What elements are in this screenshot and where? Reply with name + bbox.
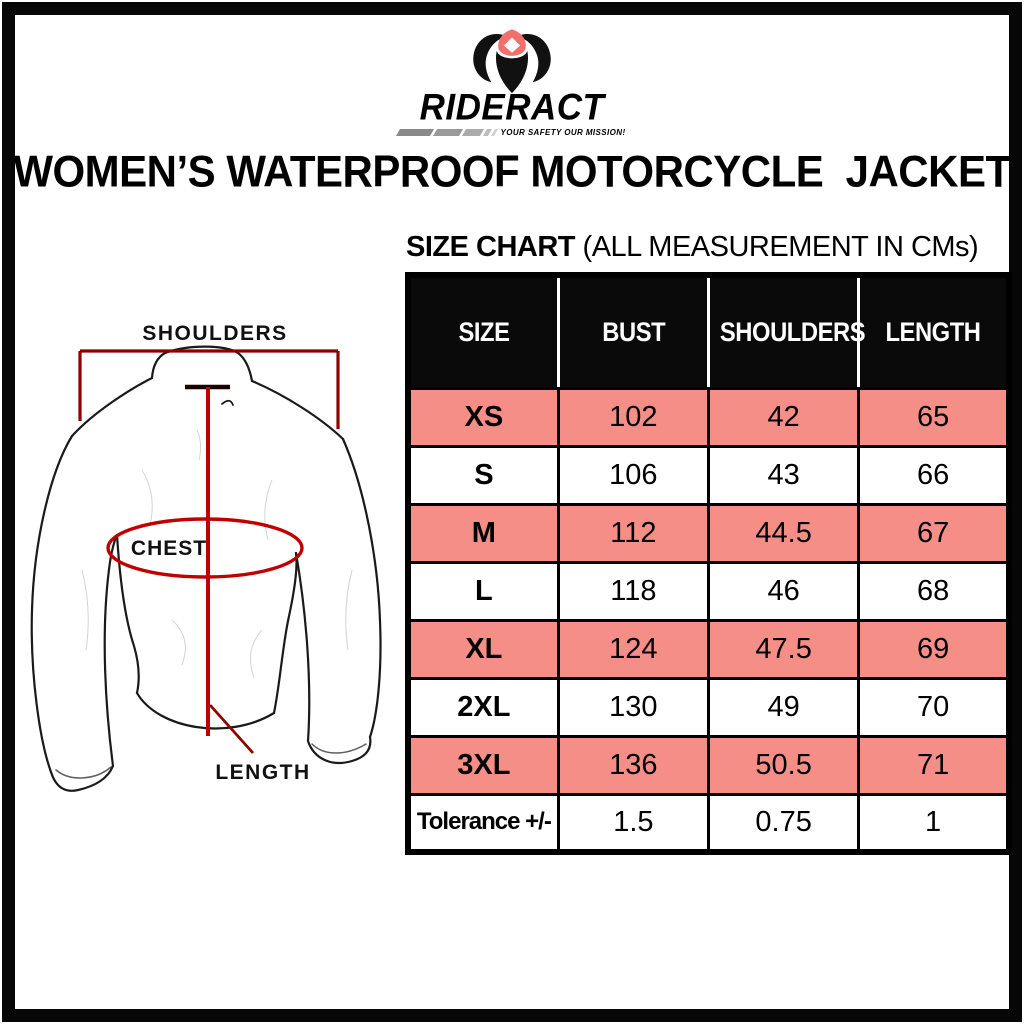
table-header-row: SIZE BUST SHOULDERS LENGTH bbox=[408, 275, 1009, 390]
chest-label: CHEST bbox=[131, 537, 207, 560]
table-row-s: S 106 43 66 bbox=[406, 444, 1011, 506]
jacket-sketch: SHOULDERS CHEST LENGTH bbox=[30, 322, 382, 792]
table-row-3xl: 3XL 136 50.5 71 bbox=[406, 734, 1011, 796]
shoulders-cell: 46 bbox=[706, 560, 861, 622]
length-label: LENGTH bbox=[215, 761, 310, 784]
shoulders-cell: 0.75 bbox=[706, 792, 861, 854]
shoulders-cell: 49 bbox=[706, 676, 861, 738]
size-chart-heading-note: (ALL MEASUREMENT IN CMs) bbox=[575, 231, 979, 263]
length-cell: 68 bbox=[857, 560, 1011, 622]
bust-cell: 124 bbox=[556, 618, 711, 680]
size-cell: S bbox=[406, 444, 560, 506]
brand-logo: RIDERACT YOUR SAFETY OUR MISSION! bbox=[396, 24, 626, 137]
shoulders-bracket-line bbox=[78, 349, 340, 429]
bust-cell: 130 bbox=[556, 676, 711, 738]
bust-cell: 102 bbox=[556, 386, 711, 448]
col-header-length: LENGTH bbox=[857, 275, 1009, 390]
bust-cell: 112 bbox=[556, 502, 711, 564]
size-cell: XS bbox=[406, 386, 560, 448]
length-cell: 70 bbox=[857, 676, 1011, 738]
shoulders-cell: 43 bbox=[706, 444, 861, 506]
table-row-l: L 118 46 68 bbox=[406, 560, 1011, 622]
speed-bars-icon bbox=[396, 129, 499, 136]
shoulders-cell: 44.5 bbox=[706, 502, 861, 564]
col-header-bust: BUST bbox=[556, 275, 709, 390]
length-cell: 66 bbox=[857, 444, 1011, 506]
length-cell: 67 bbox=[857, 502, 1011, 564]
length-cell: 65 bbox=[857, 386, 1011, 448]
shoulders-cell: 42 bbox=[706, 386, 861, 448]
size-cell: Tolerance +/- bbox=[406, 792, 560, 854]
length-cell: 71 bbox=[857, 734, 1011, 796]
sketch-texture bbox=[81, 429, 353, 679]
size-cell: L bbox=[406, 560, 560, 622]
size-cell: M bbox=[406, 502, 560, 564]
col-header-shoulders: SHOULDERS bbox=[706, 275, 866, 390]
page-title: WOMEN’S WATERPROOF MOTORCYCLE JACKET bbox=[13, 146, 1011, 197]
table-row-xs: XS 102 42 65 bbox=[406, 386, 1011, 448]
length-cell: 1 bbox=[857, 792, 1011, 854]
brand-helmet-icon bbox=[473, 29, 551, 94]
bust-cell: 106 bbox=[556, 444, 711, 506]
table-row-m: M 112 44.5 67 bbox=[406, 502, 1011, 564]
size-chart-heading-bold: SIZE CHART bbox=[406, 231, 576, 263]
shoulders-cell: 50.5 bbox=[706, 734, 861, 796]
length-cell: 69 bbox=[857, 618, 1011, 680]
table-row-tolerance: Tolerance +/- 1.5 0.75 1 bbox=[406, 792, 1011, 854]
brand-tagline-row: YOUR SAFETY OUR MISSION! bbox=[396, 128, 626, 137]
jacket-outline bbox=[30, 345, 382, 792]
table-row-2xl: 2XL 130 49 70 bbox=[406, 676, 1011, 738]
bust-cell: 136 bbox=[556, 734, 711, 796]
size-cell: XL bbox=[406, 618, 560, 680]
size-chart-heading: SIZE CHART (ALL MEASUREMENT IN CMs) bbox=[406, 231, 1012, 264]
size-cell: 2XL bbox=[406, 676, 560, 738]
length-pointer-line bbox=[208, 704, 255, 754]
chest-ellipse-line bbox=[106, 517, 304, 579]
table-row-xl: XL 124 47.5 69 bbox=[406, 618, 1011, 680]
bust-cell: 118 bbox=[556, 560, 711, 622]
jacket-measurement-diagram: SHOULDERS CHEST LENGTH bbox=[22, 320, 407, 840]
col-header-size: SIZE bbox=[408, 275, 559, 390]
size-chart-table: SIZE BUST SHOULDERS LENGTH XS 102 42 65 … bbox=[405, 272, 1012, 855]
brand-tagline: YOUR SAFETY OUR MISSION! bbox=[500, 128, 626, 137]
size-cell: 3XL bbox=[406, 734, 560, 796]
shoulders-label: SHOULDERS bbox=[142, 322, 287, 345]
bust-cell: 1.5 bbox=[556, 792, 711, 854]
brand-name: RIDERACT bbox=[419, 87, 605, 128]
shoulders-cell: 47.5 bbox=[706, 618, 861, 680]
